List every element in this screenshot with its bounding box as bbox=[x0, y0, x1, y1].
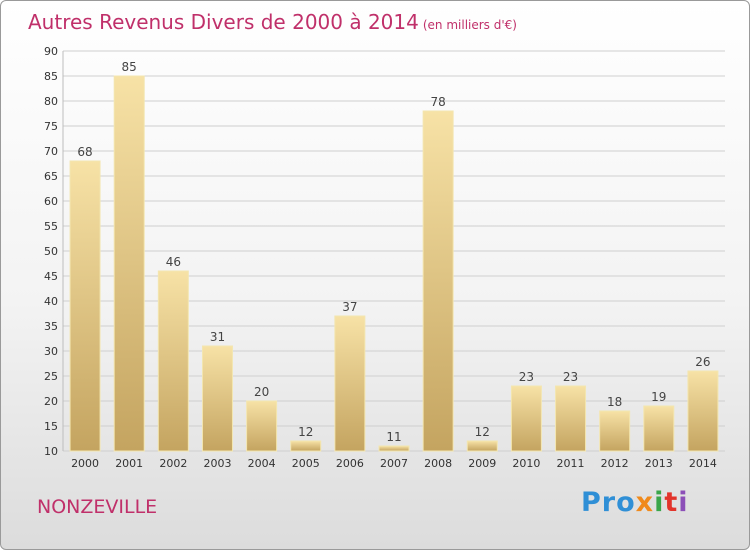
bar bbox=[69, 160, 101, 452]
y-tick-label: 50 bbox=[44, 245, 58, 258]
bar bbox=[555, 385, 587, 452]
logo-part: t bbox=[664, 487, 679, 518]
data-label: 19 bbox=[651, 390, 666, 404]
data-labels: 68 85 46 31 20 12 37 11 78 12 23 23 18 19 26 bbox=[77, 60, 710, 444]
x-tick-label: 2007 bbox=[380, 457, 408, 470]
data-label: 31 bbox=[210, 330, 225, 344]
x-tick-label: 2006 bbox=[336, 457, 364, 470]
logo-part: i bbox=[678, 487, 689, 518]
y-tick-label: 40 bbox=[44, 295, 58, 308]
chart-title: Autres Revenus Divers de 2000 à 2014 (en … bbox=[28, 10, 517, 34]
bar bbox=[334, 315, 366, 452]
data-label: 37 bbox=[342, 300, 357, 314]
bar bbox=[157, 270, 189, 452]
bar bbox=[246, 400, 278, 452]
bars bbox=[69, 75, 719, 452]
y-tick-label: 35 bbox=[44, 320, 58, 333]
bar bbox=[113, 75, 145, 452]
logo-part: x bbox=[635, 487, 655, 518]
y-tick-label: 15 bbox=[44, 420, 58, 433]
bar bbox=[687, 370, 719, 452]
x-axis: 2000 2001 2002 2003 2004 2005 2006 2007 2008 2009… bbox=[71, 457, 717, 470]
x-tick-label: 2013 bbox=[645, 457, 673, 470]
data-label: 20 bbox=[254, 385, 269, 399]
data-label: 85 bbox=[122, 60, 137, 74]
x-tick-label: 2005 bbox=[292, 457, 320, 470]
proxiti-logo: Proxiti bbox=[581, 487, 689, 518]
x-tick-label: 2014 bbox=[689, 457, 717, 470]
y-tick-label: 30 bbox=[44, 345, 58, 358]
y-tick-label: 75 bbox=[44, 120, 58, 133]
y-tick-label: 55 bbox=[44, 220, 58, 233]
bar bbox=[599, 410, 631, 452]
x-tick-label: 2002 bbox=[159, 457, 187, 470]
y-tick-label: 70 bbox=[44, 145, 58, 158]
data-label: 12 bbox=[475, 425, 490, 439]
y-tick-label: 25 bbox=[44, 370, 58, 383]
y-tick-label: 80 bbox=[44, 95, 58, 108]
x-tick-label: 2001 bbox=[115, 457, 143, 470]
y-tick-label: 60 bbox=[44, 195, 58, 208]
y-tick-label: 65 bbox=[44, 170, 58, 183]
data-label: 78 bbox=[430, 95, 445, 109]
commune-name: NONZEVILLE bbox=[37, 496, 158, 518]
data-label: 18 bbox=[607, 395, 622, 409]
chart-title-text: Autres Revenus Divers de 2000 à 2014 bbox=[28, 10, 419, 34]
data-label: 23 bbox=[563, 370, 578, 384]
x-tick-label: 2012 bbox=[601, 457, 629, 470]
y-tick-label: 20 bbox=[44, 395, 58, 408]
bar bbox=[643, 405, 675, 452]
x-tick-label: 2010 bbox=[512, 457, 540, 470]
y-tick-label: 90 bbox=[44, 45, 58, 58]
y-tick-label: 85 bbox=[44, 70, 58, 83]
x-tick-label: 2009 bbox=[468, 457, 496, 470]
logo-part: i bbox=[654, 487, 665, 518]
bar bbox=[422, 110, 454, 452]
x-tick-label: 2000 bbox=[71, 457, 99, 470]
y-tick-label: 10 bbox=[44, 445, 58, 458]
data-label: 12 bbox=[298, 425, 313, 439]
data-label: 11 bbox=[386, 430, 401, 444]
y-axis: 10 15 20 25 30 35 40 45 50 55 60 65 70 75 80 85 90 bbox=[44, 45, 58, 458]
bar bbox=[510, 385, 542, 452]
data-label: 26 bbox=[695, 355, 710, 369]
bar bbox=[466, 440, 498, 452]
x-tick-label: 2011 bbox=[557, 457, 585, 470]
x-tick-label: 2003 bbox=[203, 457, 231, 470]
y-tick-label: 45 bbox=[44, 270, 58, 283]
data-label: 46 bbox=[166, 255, 181, 269]
x-tick-label: 2008 bbox=[424, 457, 452, 470]
logo-part: Pro bbox=[581, 487, 636, 518]
data-label: 23 bbox=[519, 370, 534, 384]
data-label: 68 bbox=[77, 145, 92, 159]
x-tick-label: 2004 bbox=[248, 457, 276, 470]
chart-unit: (en milliers d'€) bbox=[422, 18, 517, 32]
bar bbox=[201, 345, 233, 452]
bar bbox=[378, 445, 410, 452]
bar bbox=[290, 440, 322, 452]
